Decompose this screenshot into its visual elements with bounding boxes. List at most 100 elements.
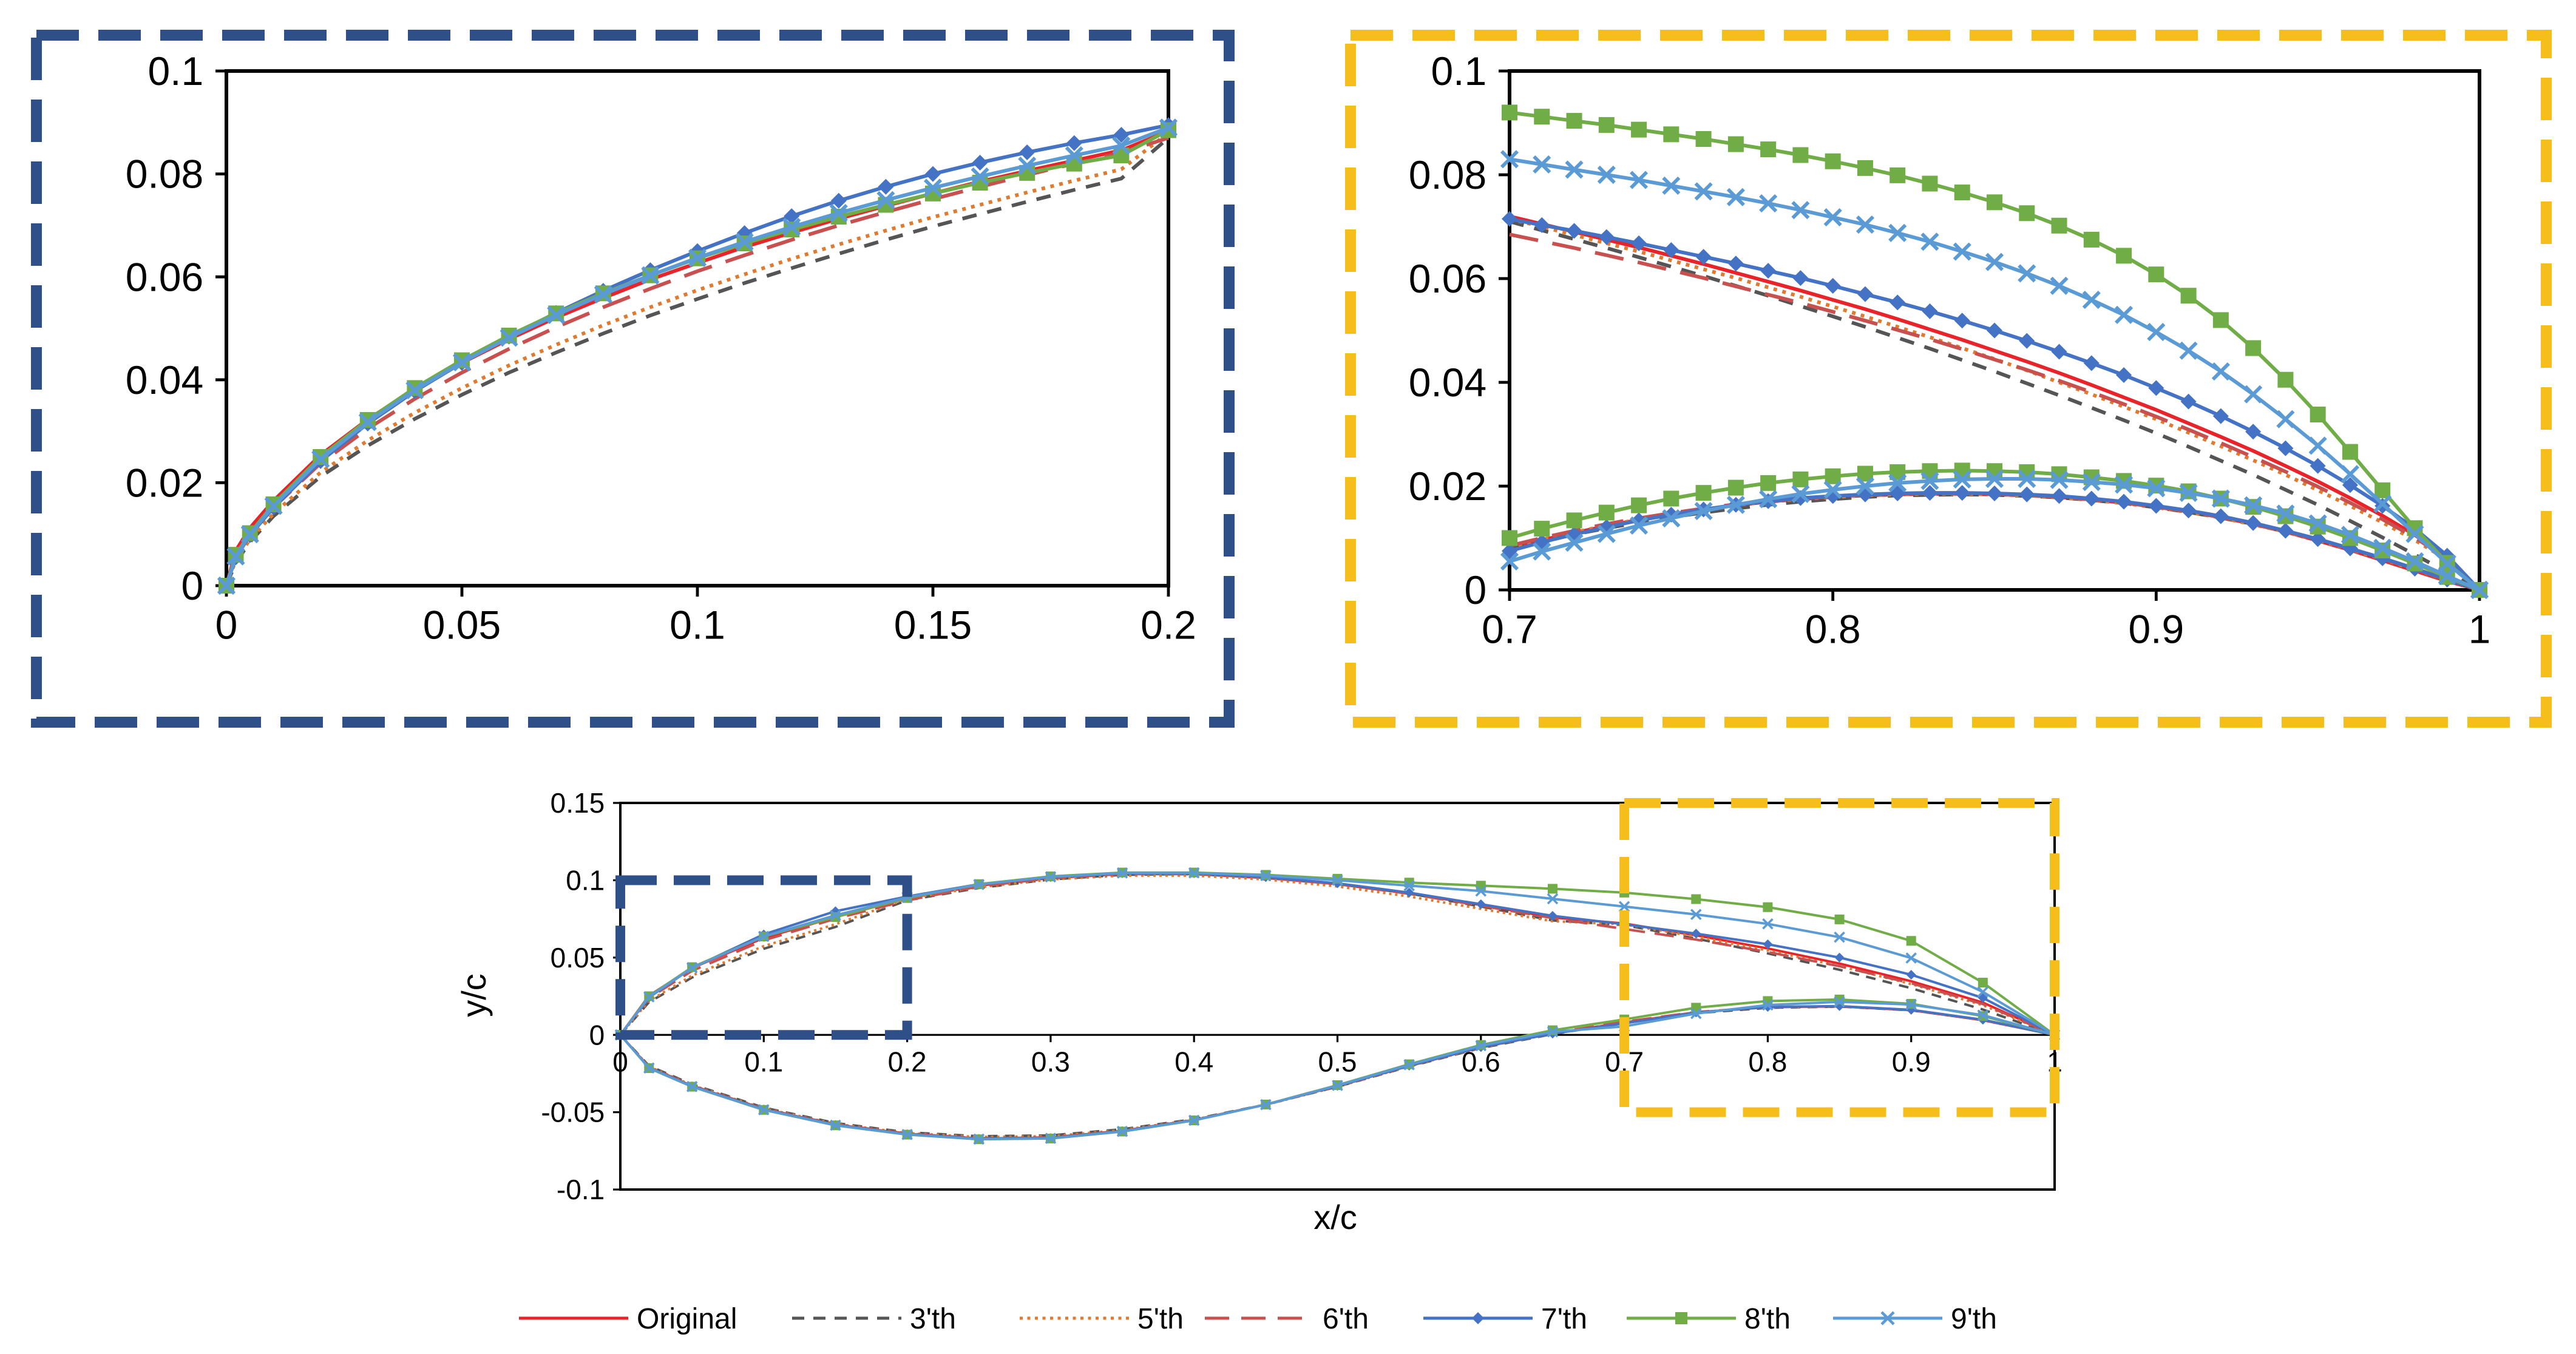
data-point	[1116, 867, 1128, 879]
data-point	[1763, 902, 1773, 912]
zoom-frame-blue	[31, 30, 1235, 728]
data-point	[2245, 424, 2262, 440]
data-point	[1045, 1132, 1057, 1144]
data-point	[1762, 918, 1774, 930]
data-point	[758, 1104, 770, 1115]
data-point	[1977, 1009, 1989, 1021]
data-point	[1727, 136, 1744, 152]
data-point	[500, 328, 518, 347]
data-point	[2180, 288, 2197, 304]
data-point	[1890, 294, 1906, 311]
data-point	[2342, 444, 2358, 460]
data-point	[784, 208, 800, 225]
series-5th	[225, 131, 1170, 587]
data-point	[1534, 109, 1550, 125]
data-point	[2148, 478, 2164, 494]
data-point	[1662, 176, 1681, 195]
data-point	[2340, 526, 2359, 544]
data-point	[1759, 490, 1778, 509]
x-tick-label: 0.7	[1482, 606, 1537, 651]
data-point	[1662, 509, 1681, 528]
data-point	[2245, 515, 2262, 531]
y-tick-label: 0.06	[126, 254, 203, 299]
data-point	[830, 909, 841, 921]
data-point	[1598, 229, 1615, 245]
data-point	[1116, 1125, 1128, 1137]
data-point	[2277, 371, 2294, 388]
data-point	[1888, 223, 1907, 242]
series-line	[225, 136, 1170, 587]
data-point	[2308, 436, 2327, 455]
data-point	[1825, 153, 1841, 169]
y-tick-label: 0.15	[551, 787, 605, 819]
data-point	[2051, 217, 2067, 234]
data-point	[1332, 875, 1343, 886]
data-point	[1727, 479, 1744, 496]
series-line	[1509, 232, 2481, 592]
data-point	[1985, 252, 2004, 271]
data-point	[1695, 131, 1712, 147]
data-point	[2374, 482, 2391, 498]
data-point	[2245, 340, 2262, 356]
y-tick-label: 0	[589, 1019, 605, 1051]
legend-marker	[1880, 1311, 1895, 1325]
x-tick-label: 0.1	[744, 1046, 783, 1078]
data-point	[1500, 552, 1519, 571]
data-point	[1825, 468, 1841, 484]
series-line	[619, 872, 2055, 1036]
data-point	[2276, 410, 2295, 428]
x-tick-label: 1	[2469, 606, 2491, 651]
data-point	[830, 192, 847, 209]
data-point	[240, 525, 259, 544]
data-point	[643, 991, 655, 1003]
data-point	[2310, 531, 2326, 547]
zoom-box-blue	[615, 875, 912, 1040]
data-point	[2179, 341, 2198, 360]
data-point	[1476, 899, 1486, 909]
data-point	[1985, 469, 2004, 489]
data-point	[1953, 242, 1971, 261]
data-point	[1260, 870, 1272, 882]
data-point	[1856, 215, 1874, 234]
data-point	[1534, 521, 1550, 537]
data-point	[1533, 542, 1551, 561]
data-point	[1695, 485, 1712, 501]
data-point	[1332, 873, 1343, 884]
data-point	[2212, 408, 2229, 424]
x-tick-label: 0.5	[1318, 1046, 1357, 1078]
data-point	[2051, 488, 2067, 504]
chart-leading-edge: 0 0.05 0.1 0.15 0.2 0 0.02 0.04 0.06 0.08 0.1	[126, 49, 1196, 647]
data-point	[1597, 524, 1616, 543]
y-tick-label: 0.02	[126, 461, 203, 506]
chart-trailing-edge: 0.7 0.8 0.9 1 0 0.02 0.04 0.06 0.08 0.1	[1409, 49, 2491, 651]
data-point	[2018, 264, 2036, 283]
data-point	[1727, 256, 1744, 272]
y-tick-label: -0.05	[541, 1097, 605, 1128]
data-point	[2405, 552, 2424, 571]
x-tick-label: 0.4	[1174, 1046, 1213, 1078]
legend-label: 6'th	[1323, 1303, 1369, 1335]
data-point	[2179, 484, 2198, 503]
data-point	[311, 450, 330, 469]
data-point	[1857, 160, 1873, 176]
data-point	[878, 178, 894, 195]
data-point	[2340, 465, 2359, 484]
data-point	[2244, 496, 2263, 515]
data-point	[2470, 580, 2489, 600]
x-tick-label: 0.3	[1031, 1046, 1070, 1078]
x-tick-label: 0	[215, 602, 238, 647]
series-9th	[614, 867, 2061, 1145]
data-point	[1663, 242, 1679, 258]
data-point	[1260, 1098, 1272, 1111]
legend-item: 8'th	[1627, 1303, 1791, 1335]
y-tick-label: 0.08	[1409, 152, 1486, 197]
data-point	[1691, 929, 1701, 939]
data-point	[1565, 533, 1584, 552]
data-point	[1890, 167, 1906, 183]
data-point	[405, 381, 424, 399]
data-point	[1760, 263, 1777, 279]
data-point	[1726, 495, 1745, 514]
data-point	[1694, 501, 1713, 521]
data-point	[2018, 469, 2036, 489]
data-point	[1113, 127, 1130, 143]
